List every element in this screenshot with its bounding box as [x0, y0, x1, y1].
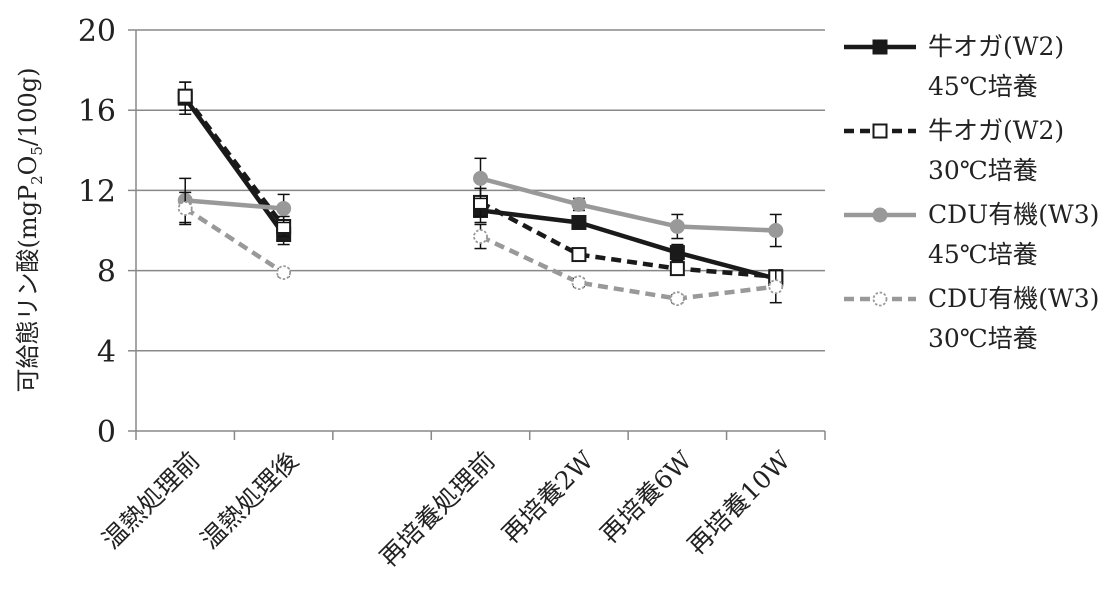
legend-swatch: [844, 39, 916, 55]
plot-area: [177, 81, 784, 307]
x-tick-label: 再培養6W: [595, 446, 698, 549]
series-3: [177, 191, 784, 307]
legend-item-w2-30: 牛オガ(W2) 30℃培養: [840, 112, 1110, 196]
x-tick-label: 温熱処理前: [97, 446, 206, 555]
data-point: [669, 245, 685, 261]
legend-marker: [872, 123, 888, 139]
data-point: [571, 214, 587, 230]
data-point: [768, 279, 784, 295]
axes: [128, 29, 826, 440]
series-line: [479, 234, 777, 301]
legend-marker: [872, 207, 888, 223]
x-tick-label: 再培養処理前: [374, 446, 501, 573]
y-tick-label: 8: [97, 255, 116, 290]
legend-marker: [872, 39, 888, 55]
data-point: [768, 223, 784, 238]
legend-sublabel: 30℃培養: [928, 324, 1038, 353]
data-point: [177, 201, 193, 216]
legend-sublabel: 30℃培養: [928, 156, 1038, 185]
data-point: [669, 261, 685, 277]
legend-label: 牛オガ(W2): [928, 32, 1065, 61]
series-line: [183, 94, 286, 228]
series-line: [479, 176, 776, 233]
series-line: [479, 200, 776, 279]
data-point: [473, 229, 488, 244]
legend-sublabel: 45℃培養: [928, 240, 1038, 269]
y-tick-label: 4: [97, 335, 116, 370]
y-axis-label: 可給態リン酸(mgP2O5/100g): [14, 67, 46, 392]
legend-label: CDU有機(W3): [928, 200, 1100, 229]
data-point: [276, 200, 292, 216]
x-tick-label: 再培養10W: [682, 446, 796, 560]
legend-item-w3-45: CDU有機(W3) 45℃培養: [840, 196, 1110, 280]
legend-swatch: [844, 291, 916, 307]
legend-marker: [872, 291, 888, 307]
series-line: [185, 198, 284, 211]
legend-sublabel: 45℃培養: [928, 72, 1038, 101]
data-point: [177, 88, 193, 104]
y-tick-label: 0: [97, 415, 116, 450]
legend-item-w2-45: 牛オガ(W2) 45℃培養: [840, 28, 1110, 112]
data-point: [571, 247, 587, 263]
series-line: [183, 96, 286, 236]
y-tick-label: 16: [78, 94, 116, 129]
legend-swatch: [844, 123, 916, 139]
legend-label: CDU有機(W3): [928, 284, 1100, 313]
y-tick-label: 20: [78, 14, 116, 49]
series-2: [177, 157, 784, 248]
data-point: [669, 218, 685, 234]
x-tick-label: 再培養2W: [496, 446, 599, 549]
y-tick-label: 12: [78, 174, 116, 209]
legend-item-w3-30: CDU有機(W3) 30℃培養: [840, 280, 1110, 364]
legend-swatch: [844, 207, 916, 223]
legend: 牛オガ(W2) 45℃培養 牛オガ(W2) 30℃培養 CDU有機(W3) 45…: [840, 28, 1110, 364]
legend-label: 牛オガ(W2): [928, 116, 1065, 145]
data-point: [571, 196, 587, 212]
data-point: [571, 275, 587, 291]
data-point: [669, 291, 685, 307]
data-point: [473, 170, 488, 186]
y-tick-labels: 0 4 8 12 16 20: [78, 14, 116, 450]
series-line: [183, 206, 285, 275]
data-point: [276, 265, 292, 281]
x-tick-label: 温熱処理後: [195, 446, 304, 555]
series-line: [480, 208, 777, 281]
